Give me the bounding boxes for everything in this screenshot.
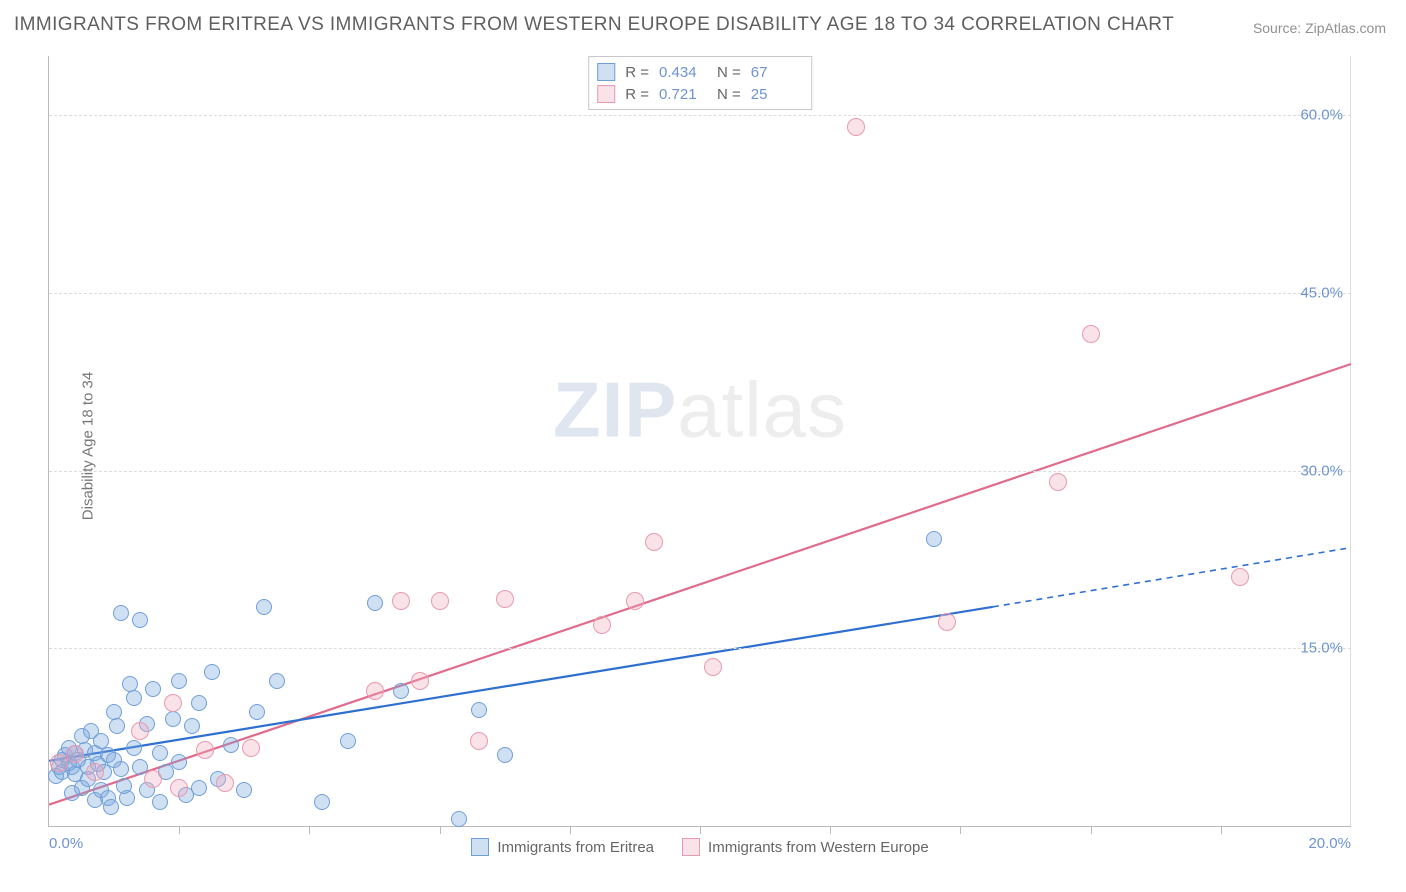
data-point: [236, 782, 252, 798]
swatch-eritrea: [597, 63, 615, 81]
data-point: [366, 682, 384, 700]
data-point: [256, 599, 272, 615]
data-point: [131, 722, 149, 740]
data-point: [847, 118, 865, 136]
data-point: [196, 741, 214, 759]
n-label: N =: [717, 86, 741, 103]
data-point: [50, 754, 68, 772]
y-tick-label: 60.0%: [1300, 107, 1343, 124]
data-point: [704, 658, 722, 676]
data-point: [103, 799, 119, 815]
data-point: [269, 673, 285, 689]
data-point: [431, 592, 449, 610]
data-point: [204, 664, 220, 680]
stats-row-we: R = 0.721 N = 25: [597, 83, 799, 105]
x-tick: [570, 826, 571, 834]
data-point: [152, 794, 168, 810]
data-point: [191, 695, 207, 711]
data-point: [171, 754, 187, 770]
data-point: [411, 672, 429, 690]
data-point: [171, 673, 187, 689]
data-point: [165, 711, 181, 727]
data-point: [132, 612, 148, 628]
series-legend: Immigrants from Eritrea Immigrants from …: [49, 838, 1351, 856]
n-value-eritrea: 67: [751, 64, 799, 81]
data-point: [451, 811, 467, 827]
data-point: [340, 733, 356, 749]
data-point: [938, 613, 956, 631]
plot-area: ZIPatlas R = 0.434 N = 67 R = 0.721 N = …: [48, 56, 1351, 827]
data-point: [64, 785, 80, 801]
data-point: [126, 740, 142, 756]
gridline: [49, 648, 1351, 649]
data-point: [119, 790, 135, 806]
points-layer: [49, 56, 1351, 826]
data-point: [113, 605, 129, 621]
legend-label-eritrea: Immigrants from Eritrea: [497, 839, 654, 856]
data-point: [184, 718, 200, 734]
data-point: [242, 739, 260, 757]
legend-swatch-eritrea: [471, 838, 489, 856]
data-point: [471, 702, 487, 718]
data-point: [126, 690, 142, 706]
data-point: [145, 681, 161, 697]
swatch-we: [597, 85, 615, 103]
data-point: [496, 590, 514, 608]
gridline: [49, 471, 1351, 472]
x-tick: [179, 826, 180, 834]
data-point: [626, 592, 644, 610]
data-point: [926, 531, 942, 547]
stats-row-eritrea: R = 0.434 N = 67: [597, 61, 799, 83]
legend-label-we: Immigrants from Western Europe: [708, 839, 929, 856]
data-point: [393, 683, 409, 699]
data-point: [164, 694, 182, 712]
chart-container: IMMIGRANTS FROM ERITREA VS IMMIGRANTS FR…: [0, 0, 1406, 892]
data-point: [109, 718, 125, 734]
r-label: R =: [625, 64, 649, 81]
x-tick: [700, 826, 701, 834]
chart-title: IMMIGRANTS FROM ERITREA VS IMMIGRANTS FR…: [14, 14, 1174, 36]
x-tick: [1221, 826, 1222, 834]
y-tick-label: 30.0%: [1300, 462, 1343, 479]
legend-item-we: Immigrants from Western Europe: [682, 838, 929, 856]
data-point: [1049, 473, 1067, 491]
data-point: [152, 745, 168, 761]
data-point: [497, 747, 513, 763]
data-point: [367, 595, 383, 611]
data-point: [113, 761, 129, 777]
data-point: [223, 737, 239, 753]
data-point: [170, 779, 188, 797]
data-point: [1082, 325, 1100, 343]
stats-legend: R = 0.434 N = 67 R = 0.721 N = 25: [588, 56, 812, 110]
data-point: [191, 780, 207, 796]
gridline: [49, 115, 1351, 116]
data-point: [66, 745, 84, 763]
data-point: [645, 533, 663, 551]
n-value-we: 25: [751, 86, 799, 103]
data-point: [249, 704, 265, 720]
data-point: [86, 763, 104, 781]
r-label: R =: [625, 86, 649, 103]
data-point: [392, 592, 410, 610]
data-point: [144, 770, 162, 788]
x-tick: [1091, 826, 1092, 834]
source-attribution: Source: ZipAtlas.com: [1253, 20, 1386, 36]
data-point: [314, 794, 330, 810]
n-label: N =: [717, 64, 741, 81]
gridline: [49, 293, 1351, 294]
legend-swatch-we: [682, 838, 700, 856]
x-tick: [309, 826, 310, 834]
x-tick: [830, 826, 831, 834]
data-point: [1231, 568, 1249, 586]
y-tick-label: 45.0%: [1300, 284, 1343, 301]
x-tick: [960, 826, 961, 834]
data-point: [593, 616, 611, 634]
x-tick: [440, 826, 441, 834]
data-point: [470, 732, 488, 750]
y-tick-label: 15.0%: [1300, 640, 1343, 657]
r-value-we: 0.721: [659, 86, 707, 103]
r-value-eritrea: 0.434: [659, 64, 707, 81]
legend-item-eritrea: Immigrants from Eritrea: [471, 838, 654, 856]
data-point: [216, 774, 234, 792]
